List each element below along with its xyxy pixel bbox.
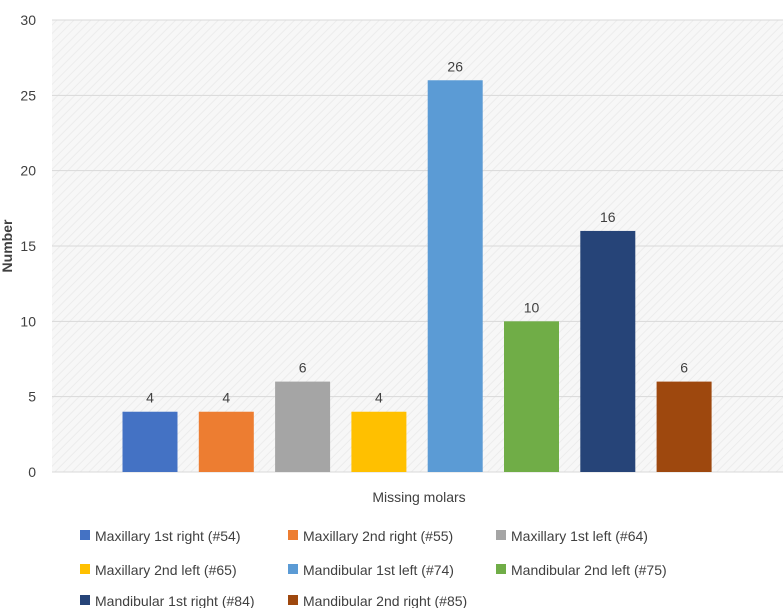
data-label: 4 [375, 390, 383, 406]
legend-swatch [288, 595, 298, 605]
legend-label: Maxillary 2nd right (#55) [303, 528, 453, 544]
data-labels: 4 4 6 4 26 10 16 6 [146, 58, 688, 405]
legend-swatch [288, 530, 298, 540]
x-axis-title: Missing molars [372, 489, 465, 505]
legend-label: Maxillary 1st left (#64) [511, 528, 648, 544]
y-tick-label: 30 [20, 12, 36, 28]
y-tick-label: 5 [28, 389, 36, 405]
bar [504, 321, 559, 472]
legend-swatch [496, 564, 506, 574]
legend-label: Maxillary 1st right (#54) [95, 528, 241, 544]
bars [122, 80, 712, 473]
legend: Maxillary 1st right (#54) Maxillary 2nd r… [80, 528, 667, 609]
bar [275, 381, 331, 472]
data-label: 10 [524, 299, 540, 315]
y-tick-label: 10 [20, 313, 36, 329]
legend-label: Mandibular 1st left (#74) [303, 562, 454, 578]
legend-swatch [496, 530, 506, 540]
bar [198, 411, 254, 472]
y-tick-label: 20 [20, 163, 36, 179]
legend-label: Maxillary 2nd left (#65) [95, 562, 237, 578]
bar [580, 230, 636, 472]
y-tick-label: 0 [28, 464, 36, 480]
legend-label: Mandibular 2nd left (#75) [511, 562, 667, 578]
bar [122, 411, 178, 472]
legend-label: Mandibular 2nd right (#85) [303, 593, 467, 608]
data-label: 6 [680, 360, 688, 376]
data-label: 4 [222, 390, 230, 406]
y-tick-label: 25 [20, 87, 36, 103]
data-label: 4 [146, 390, 154, 406]
y-axis: 0 5 10 15 20 25 30 [20, 12, 36, 480]
bar [656, 381, 712, 472]
data-label: 6 [299, 360, 307, 376]
data-label: 16 [600, 209, 616, 225]
legend-swatch [80, 595, 90, 605]
legend-swatch [288, 564, 298, 574]
bar [351, 411, 407, 472]
y-tick-label: 15 [20, 238, 36, 254]
data-label: 26 [447, 58, 463, 74]
bar [427, 80, 483, 473]
y-axis-title: Number [0, 219, 15, 272]
legend-swatch [80, 564, 90, 574]
legend-label: Mandibular 1st right (#84) [95, 593, 255, 608]
legend-swatch [80, 530, 90, 540]
